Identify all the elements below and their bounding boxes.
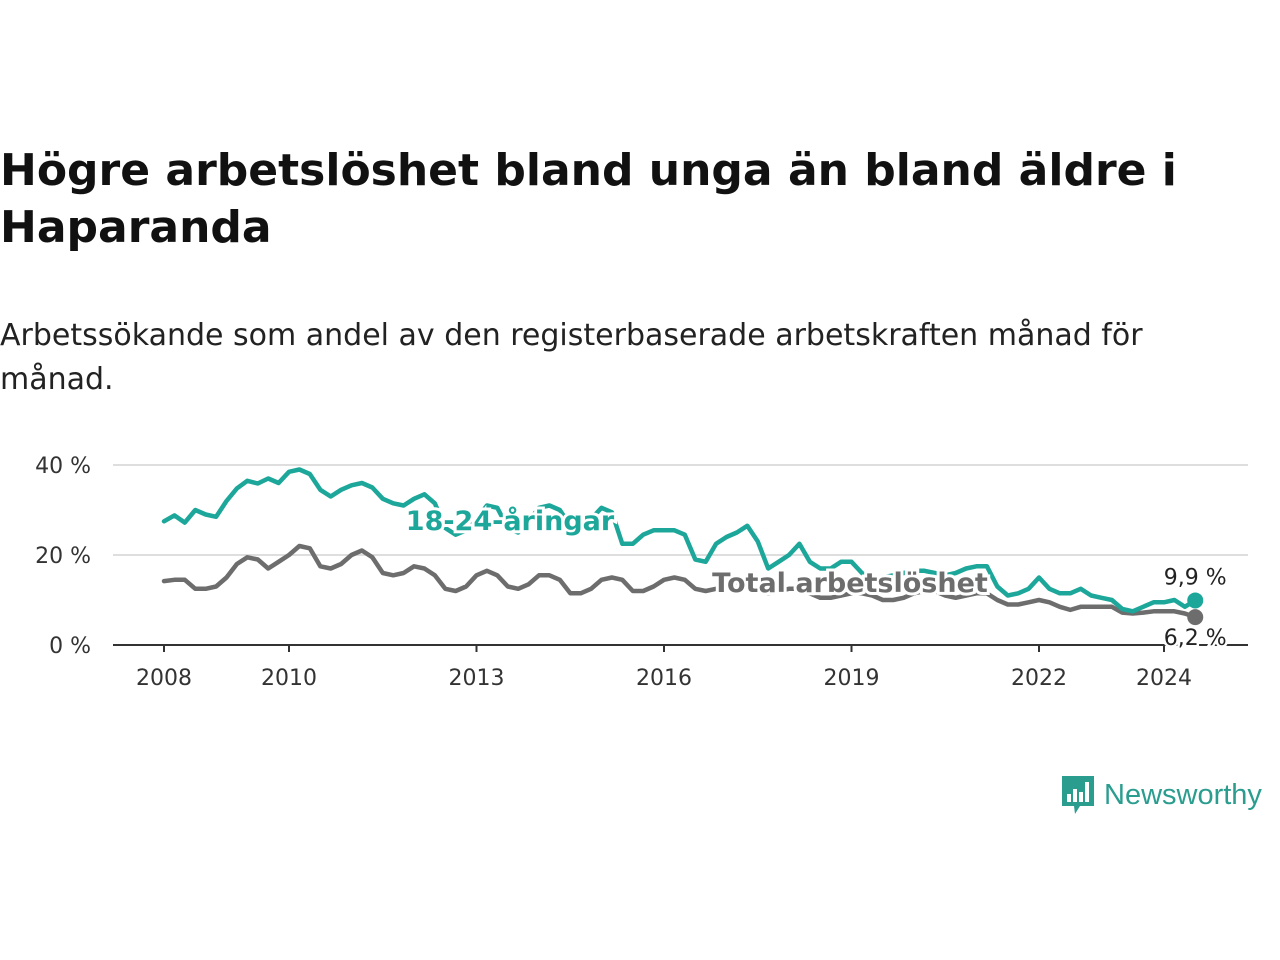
brand-name: Newsworthy: [1104, 778, 1262, 811]
bar-chart-speech-bubble-icon: [1062, 776, 1094, 814]
chart-subtitle: Arbetssökande som andel av den registerb…: [0, 318, 1143, 397]
x-tick-label: 2008: [136, 666, 192, 691]
newsworthy-logo: Newsworthy: [1060, 772, 1262, 818]
y-tick-label: 0 %: [49, 634, 91, 659]
series-labels: 9,9 % 6,2 % 18-24-åringar Total arbetslöshe…: [403, 502, 1229, 654]
line-chart: 0 % 20 % 40 % 2008 2010 2013 2016 2019 2022 2024…: [35, 454, 1248, 691]
chart-title: Högre arbetslöshet bland unga än bland ä…: [0, 145, 1177, 253]
y-axis-ticks: 0 % 20 % 40 %: [35, 454, 91, 659]
x-tick-label: 2010: [261, 666, 317, 691]
total-series-name-label: Total arbetslöshet: [712, 568, 988, 599]
x-tick-label: 2024: [1136, 666, 1192, 691]
youth-end-value-label: 9,9 %: [1164, 565, 1227, 590]
gridlines: [113, 464, 1248, 556]
x-tick-label: 2013: [449, 666, 505, 691]
youth-series-line: [161, 467, 1198, 614]
y-tick-label: 20 %: [35, 544, 91, 569]
x-tick-label: 2022: [1011, 666, 1067, 691]
total-series-line: [161, 543, 1198, 620]
total-end-point: [1187, 609, 1204, 626]
x-tick-label: 2016: [636, 666, 692, 691]
series-lines: [161, 467, 1198, 620]
youth-end-point: [1187, 592, 1204, 609]
youth-series-name-label: 18-24-åringar: [406, 505, 615, 537]
x-tick-label: 2019: [824, 666, 880, 691]
total-end-value-label: 6,2 %: [1164, 626, 1227, 651]
y-tick-label: 40 %: [35, 454, 91, 479]
x-axis: 2008 2010 2013 2016 2019 2022 2024: [113, 644, 1248, 691]
